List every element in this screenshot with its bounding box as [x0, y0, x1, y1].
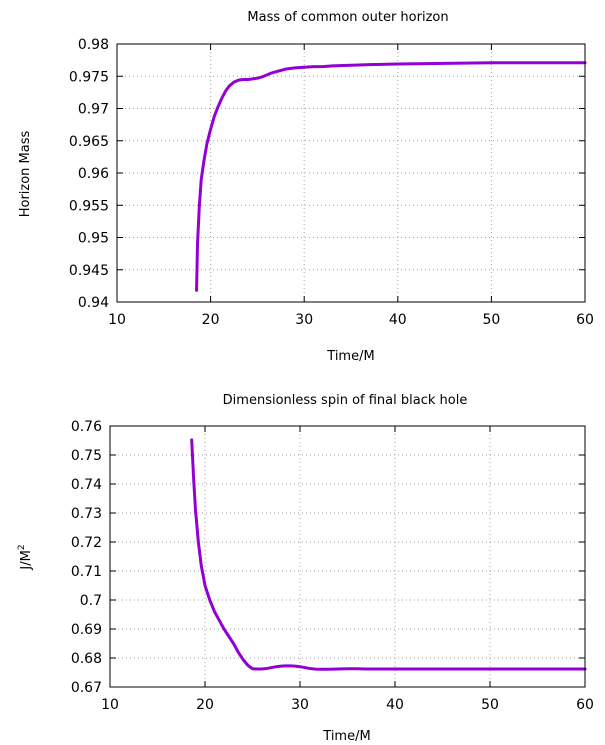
mass-chart-title: Mass of common outer horizon	[247, 10, 448, 25]
spin-chart-frame	[109, 425, 586, 688]
spin-chart-ytick-label: 0.68	[71, 651, 102, 667]
spin-chart-ytick-label: 0.75	[71, 448, 102, 464]
spin-chart-ylabel-exponent: 2	[17, 544, 27, 550]
spin-chart-grid	[110, 426, 585, 687]
spin-chart-xtick-label: 20	[196, 697, 214, 713]
spin-chart-ytick-label: 0.73	[71, 506, 102, 522]
spin-chart-title: Dimensionless spin of final black hole	[223, 393, 468, 408]
spin-chart-ylabel-base: J/M	[19, 550, 34, 570]
spin-chart-ytick-label: 0.71	[71, 564, 102, 580]
spin-chart-xtick-label: 10	[101, 697, 119, 713]
mass-chart-xtick-label: 30	[295, 312, 313, 328]
mass-chart-ytick-label: 0.95	[78, 231, 109, 247]
mass-chart-xlabel: Time/M	[326, 349, 374, 364]
mass-chart-ytick-label: 0.965	[69, 134, 109, 150]
spin-chart-xtick-label: 40	[386, 697, 404, 713]
spin-chart-ytick-label: 0.72	[71, 535, 102, 551]
spin-chart-line	[190, 438, 587, 671]
spin-chart-xtick-label: 50	[481, 697, 499, 713]
mass-chart-xtick-label: 20	[202, 312, 220, 328]
mass-chart-xtick-label: 50	[482, 312, 500, 328]
mass-chart-xtick-label: 60	[576, 312, 594, 328]
mass-chart-ytick-label: 0.955	[69, 198, 109, 214]
spin-chart-ylabel: J/M2	[17, 544, 34, 570]
spin-chart-ytick-label: 0.76	[71, 419, 102, 435]
spin-chart-ticks: 10 20 30 40 50 60 0.67 0.68 0.69 0.7 0.71 0.72 0.73 0…	[71, 419, 594, 713]
spin-chart: Dimensionless spin of final black hole 1…	[17, 393, 594, 744]
mass-chart-series	[195, 61, 587, 292]
mass-chart-xtick-label: 40	[389, 312, 407, 328]
mass-chart-ytick-label: 0.97	[78, 102, 109, 118]
mass-chart-line	[195, 61, 587, 292]
spin-chart-ytick-label: 0.7	[80, 593, 102, 609]
mass-chart: Mass of common outer horizon 10 20 30 40 50 6…	[18, 10, 594, 364]
mass-chart-ytick-label: 0.98	[78, 37, 109, 53]
spin-chart-xtick-label: 30	[291, 697, 309, 713]
spin-chart-series	[190, 438, 587, 671]
mass-chart-ytick-label: 0.94	[78, 295, 109, 311]
mass-chart-grid	[117, 44, 585, 302]
spin-chart-ytick-label: 0.67	[71, 680, 102, 696]
mass-chart-ytick-label: 0.96	[78, 166, 109, 182]
mass-chart-frame	[116, 43, 586, 303]
spin-chart-xtick-label: 60	[576, 697, 594, 713]
mass-chart-ytick-label: 0.945	[69, 263, 109, 279]
mass-chart-xtick-label: 10	[108, 312, 126, 328]
spin-chart-ytick-label: 0.74	[71, 477, 102, 493]
spin-chart-xlabel: Time/M	[322, 729, 370, 744]
mass-chart-ticks: 10 20 30 40 50 60 0.94 0.945 0.95 0.955 0.96 0.965 0…	[69, 37, 594, 328]
mass-chart-ytick-label: 0.975	[69, 69, 109, 85]
mass-chart-ylabel: Horizon Mass	[18, 130, 33, 217]
spin-chart-ytick-label: 0.69	[71, 622, 102, 638]
